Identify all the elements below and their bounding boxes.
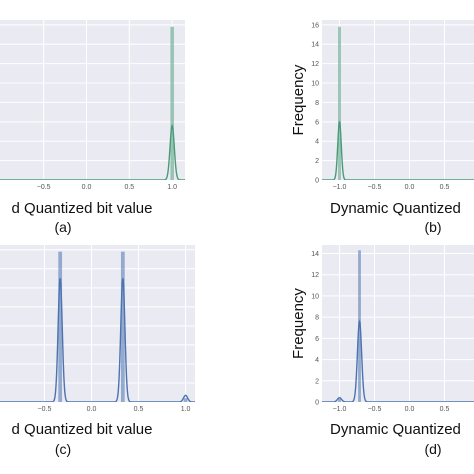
x-tick-label: −0.5 (37, 184, 51, 191)
panel-caption: (a) (54, 219, 71, 235)
y-tick-label: 12 (311, 61, 319, 68)
y-tick-label: 6 (315, 336, 319, 343)
plot-area (0, 20, 185, 180)
histogram-bar (358, 250, 361, 402)
x-tick-label: 0.0 (405, 406, 415, 413)
histogram-bar (170, 26, 174, 180)
histogram-bar (58, 251, 63, 402)
y-tick-label: 14 (311, 42, 319, 49)
panel-a: −0.5 0.0 0.5 1.0 d Quantized bit value (a) (0, 20, 185, 235)
plot-area (322, 20, 474, 180)
y-axis-label: Frequency (290, 64, 307, 135)
y-tick-label: 12 (311, 272, 319, 279)
y-tick-label: 6 (315, 119, 319, 126)
plot-area (322, 245, 474, 402)
y-tick-label: 10 (311, 293, 319, 300)
y-tick-label: 16 (311, 22, 319, 29)
y-tick-label: 4 (315, 139, 319, 146)
y-tick-label: 8 (315, 315, 319, 322)
y-axis-label: Frequency (290, 288, 307, 359)
x-axis-label: d Quantized bit value (12, 200, 153, 217)
x-tick-label: −0.5 (368, 184, 382, 191)
histogram-bar (338, 398, 341, 402)
histogram-bar (183, 398, 188, 402)
x-axis-label: Dynamic Quantized (330, 200, 461, 217)
plot-area (0, 245, 195, 402)
y-tick-label: 4 (315, 357, 319, 364)
x-tick-label: −0.5 (368, 406, 382, 413)
panel-caption: (c) (55, 441, 71, 457)
x-tick-label: −1.0 (333, 184, 347, 191)
y-tick-label: 2 (315, 158, 319, 165)
x-tick-label: 0.0 (405, 184, 415, 191)
panel-b: −1.0 −0.5 0.0 0.5 0 2 4 6 8 10 12 14 16 Dynamic Quant… (290, 20, 474, 235)
x-tick-label: 0.5 (134, 406, 144, 413)
y-tick-label: 8 (315, 100, 319, 107)
x-tick-label: 0.5 (124, 184, 134, 191)
x-tick-label: −0.5 (38, 406, 52, 413)
x-tick-label: 1.0 (167, 184, 177, 191)
x-tick-label: 0.0 (82, 184, 92, 191)
panel-caption: (b) (424, 219, 441, 235)
x-tick-label: 1.0 (181, 406, 191, 413)
x-tick-label: 0.5 (440, 406, 450, 413)
histogram-bar (338, 26, 341, 180)
x-tick-label: 0.5 (440, 184, 450, 191)
panel-d: −1.0 −0.5 0.0 0.5 0 2 4 6 8 10 12 14 Dynamic Quantiz… (290, 245, 474, 457)
y-tick-label: 0 (315, 400, 319, 407)
y-tick-label: 0 (315, 178, 319, 185)
y-tick-label: 14 (311, 251, 319, 258)
x-tick-label: −1.0 (333, 406, 347, 413)
x-tick-label: 0.0 (87, 406, 97, 413)
x-axis-label: d Quantized bit value (12, 421, 153, 438)
y-tick-label: 10 (311, 81, 319, 88)
histogram-bar (120, 251, 125, 402)
y-tick-label: 2 (315, 378, 319, 385)
panel-c: −0.5 0.0 0.5 1.0 d Quantized bit value (c) (0, 245, 195, 457)
x-axis-label: Dynamic Quantized (330, 421, 461, 438)
panel-caption: (d) (424, 441, 441, 457)
